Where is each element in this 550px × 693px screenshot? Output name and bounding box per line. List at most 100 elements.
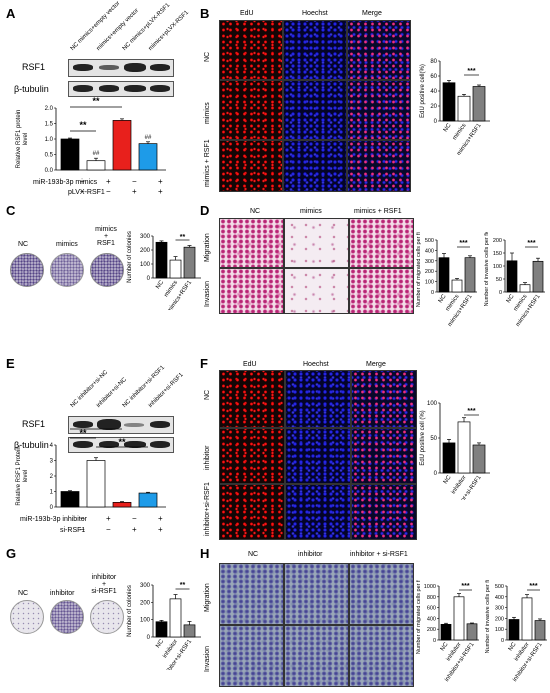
panel-e-sign-1-2: +	[132, 525, 137, 534]
panel-a-ylabel: Relative RSF1 protein	[16, 110, 22, 169]
panel-h1-ytick-label: 1000	[424, 584, 436, 590]
panel-a-sign-0-0: −	[80, 177, 85, 186]
panel-g-bar-2	[183, 624, 196, 638]
panel-e-ytick-label: 4	[50, 443, 54, 449]
panel-a-blot-tubulin	[68, 81, 174, 97]
panel-g-sig: **	[180, 582, 186, 589]
panel-b-ytick-label: 60	[430, 74, 437, 80]
panel-a-sign-1-0: −	[80, 187, 85, 196]
panel-b-row-mimics-rsf1: mimics + RSF1	[204, 139, 211, 187]
panel-h1-bar-2	[466, 623, 478, 641]
panel-b-bar-2	[472, 86, 486, 122]
panel-d1-ytick-label: 300	[425, 259, 434, 265]
panel-d-row-invasion: Invasion	[204, 280, 211, 307]
panel-h2-ytick-label: 500	[495, 584, 504, 590]
panel-h2-sig: ***	[529, 583, 537, 590]
panel-h2-bar-0	[508, 619, 520, 641]
panel-e-sign-1-3: +	[158, 525, 163, 534]
panel-a-treat-label-2: pLVX-RSF1	[68, 189, 105, 196]
panel-d2-ytick-label: 50	[496, 277, 502, 283]
panel-f-col-merge: Merge	[366, 361, 386, 368]
panel-b-ytick-label: 20	[430, 104, 437, 110]
panel-c-col-rsf1: mimics + RSF1	[95, 226, 117, 247]
panel-b-img-rsf1-edu	[219, 140, 283, 192]
panel-e-lane-label-2: NC inhibitor+si-RSF1	[121, 364, 166, 409]
panel-h1-ytick-label: 200	[427, 627, 436, 633]
panel-b-img-mimics-merge	[347, 80, 411, 140]
panel-d-img-invasion-rsf1	[349, 268, 414, 314]
panel-e-blot-label-rsf1: RSF1	[22, 419, 46, 429]
panel-f-cat-label-0: NC	[443, 474, 453, 485]
panel-h2-bar-1	[521, 597, 533, 641]
panel-h2-ytick-label: 400	[495, 595, 504, 601]
panel-h-row-migration: Migration	[204, 583, 211, 612]
panel-e-blot-rsf1	[68, 416, 174, 434]
panel-f-img-sirsf1-edu	[219, 484, 285, 540]
panel-b-img-mimics-hoechst	[283, 80, 347, 140]
panel-g-bar-0	[155, 621, 168, 638]
panel-c-ytick-label: 200	[140, 248, 151, 254]
panel-b-bar-0	[442, 82, 456, 122]
panel-a-ytick-label: 0.0	[45, 168, 54, 174]
panel-e-ytick-label: 2	[50, 474, 54, 480]
panel-e-treat-label-2: si-RSF1	[60, 527, 86, 534]
panel-a-blot-label-tubulin: β-tubulin	[14, 84, 49, 94]
panel-h1-bar-0	[440, 623, 452, 641]
panel-a-ylabel: level	[23, 133, 29, 145]
panel-e-sign-1-1: −	[106, 525, 111, 534]
panel-f-img-nc-merge	[351, 370, 417, 428]
panel-f-label: F	[200, 356, 208, 371]
panel-a-ytick-label: 2.0	[45, 106, 54, 112]
panel-c-ytick-label: 300	[140, 234, 151, 240]
panel-e-sign-0-1: +	[106, 514, 111, 523]
panel-b-row-mimics: mimics	[204, 102, 211, 124]
panel-h2-cat-label-0: NC	[508, 641, 518, 652]
panel-c-dish-rsf1	[90, 253, 124, 287]
panel-a-bar-0	[60, 138, 80, 171]
panel-c-bar-0	[155, 241, 168, 279]
panel-f-sig: ***	[467, 408, 475, 415]
panel-h2-bar-2	[534, 620, 546, 641]
panel-d2-bar-1	[519, 284, 531, 293]
panel-f-ytick-label: 100	[427, 401, 438, 407]
panel-h-col-nc: NC	[248, 551, 259, 558]
panel-g-dish-inhibitor	[50, 600, 84, 634]
panel-c-ylabel: Number of colonies	[127, 231, 133, 283]
panel-b-img-rsf1-merge	[347, 140, 411, 192]
panel-e-ytick-label: 1	[50, 490, 54, 496]
panel-f-row-sirsf1: inhibitor+si-RSF1	[204, 482, 211, 536]
panel-c-dish-mimics	[50, 253, 84, 287]
panel-e-sign-1-0: −	[80, 525, 85, 534]
panel-h1-ytick-label: 400	[427, 616, 436, 622]
panel-g-ytick-label: 200	[140, 600, 151, 606]
panel-d1-bar-1	[451, 279, 463, 293]
panel-h-col-inhibitor: inhibitor	[298, 551, 323, 558]
panel-g-ytick-label: 100	[140, 618, 151, 624]
panel-d2-ytick-label: 200	[493, 238, 502, 244]
panel-b-ylabel: EdU positive cell(%)	[420, 64, 426, 118]
panel-f-col-edu: EdU	[243, 361, 257, 368]
panel-e-chart: 0 1 2 3 4 Relative RSF1 Protein level ** ** **	[16, 425, 166, 511]
panel-a-ytick-label: 1.5	[45, 122, 54, 128]
panel-g-ylabel: Number of colonies	[127, 585, 133, 637]
panel-a-sign-1-3: +	[158, 187, 163, 196]
panel-d2-sig: ***	[527, 240, 535, 247]
panel-a-sign-1-1: −	[106, 187, 111, 196]
panel-e-sign-0-3: +	[158, 514, 163, 523]
panel-b-img-nc-merge	[347, 20, 411, 80]
panel-d-col-mimics: mimics	[300, 208, 322, 215]
panel-e-sign-0-2: −	[132, 514, 137, 523]
panel-h1-ytick-label: 600	[427, 606, 436, 612]
panel-h1-ytick-label: 0	[433, 638, 436, 644]
panel-d2-ytick-label: 100	[493, 264, 502, 270]
panel-d2-bar-0	[506, 260, 518, 293]
panel-f-img-nc-hoechst	[285, 370, 351, 428]
panel-b-row-nc: NC	[204, 51, 211, 62]
panel-f-img-inhibitor-hoechst	[285, 428, 351, 484]
panel-d1-bar-0	[438, 257, 450, 293]
panel-d2-ylabel: Number of invasive cells per field	[484, 232, 490, 306]
panel-c-bar-1	[169, 259, 182, 279]
panel-d1-ytick-label: 0	[431, 290, 434, 296]
panel-a-sign-0-2: −	[132, 177, 137, 186]
